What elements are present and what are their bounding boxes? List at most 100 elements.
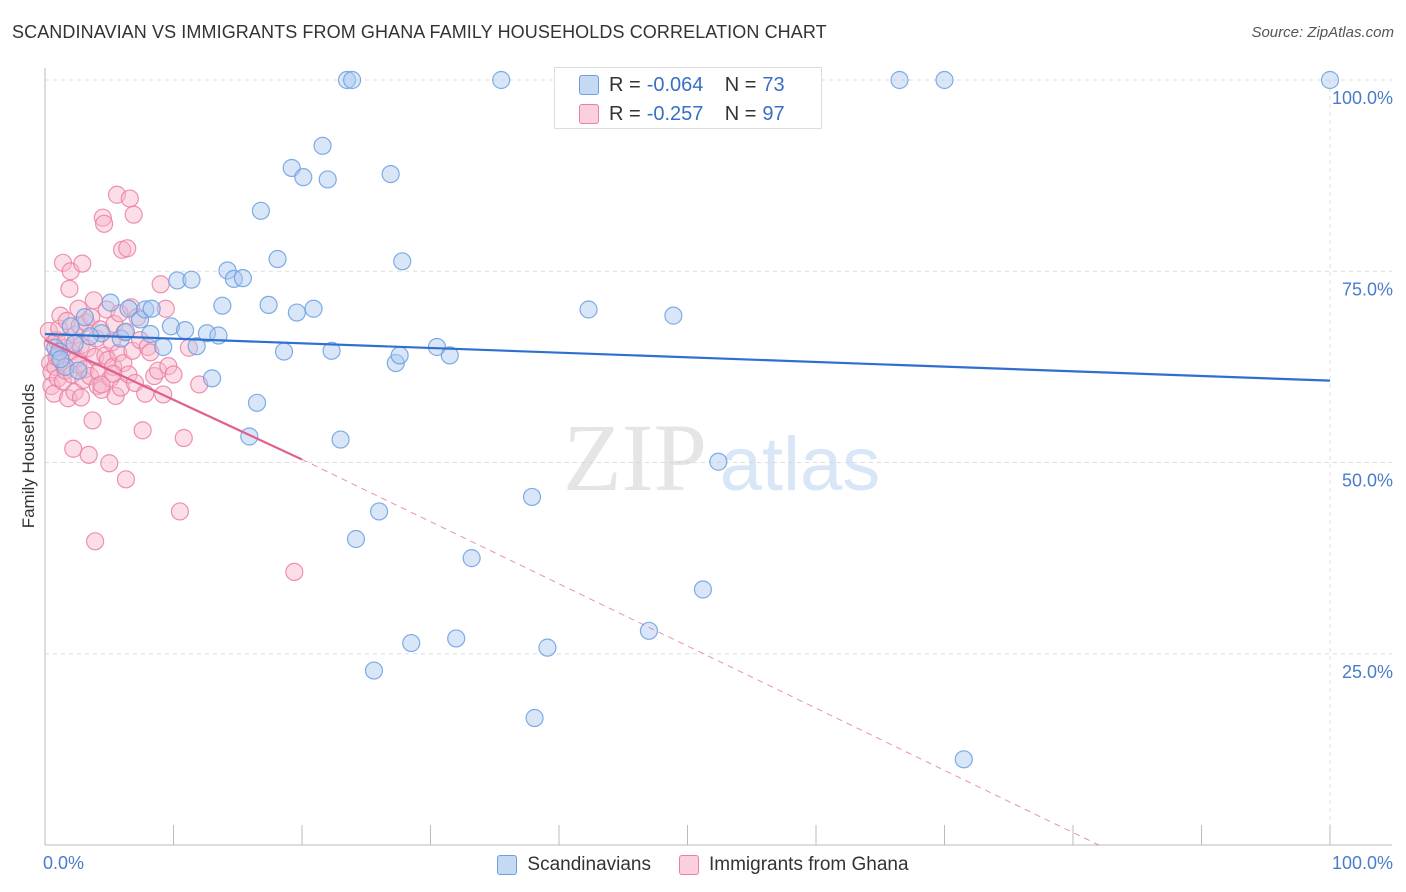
ghana-point bbox=[156, 299, 175, 318]
scandinavian-point bbox=[346, 529, 366, 549]
scandinavian-point bbox=[364, 661, 384, 680]
scandinavian-point bbox=[136, 300, 155, 319]
bottom-legend-swatch-blue bbox=[497, 855, 518, 875]
scandinavian-point bbox=[101, 293, 120, 312]
ghana-point bbox=[71, 388, 91, 407]
scandinavian-point bbox=[304, 299, 323, 318]
scandinavian-point bbox=[492, 70, 511, 90]
scandinavian-point bbox=[393, 252, 412, 271]
legend-swatch-pink bbox=[579, 104, 599, 124]
legend-swatch-blue bbox=[579, 75, 599, 95]
bottom-legend-label: Scandinavians bbox=[527, 854, 651, 875]
ghana-point bbox=[83, 411, 102, 430]
scandinavian-point bbox=[313, 136, 332, 155]
scandinavian-point bbox=[343, 70, 362, 90]
scandinavian-point bbox=[331, 430, 350, 449]
scandinavian-point bbox=[664, 306, 683, 325]
ghana-point bbox=[124, 205, 143, 224]
legend-r-value: -0.064 bbox=[646, 73, 704, 96]
x-tick-label-min: 0.0% bbox=[43, 853, 84, 873]
trend-lines bbox=[44, 332, 1331, 846]
ghana-point bbox=[86, 532, 105, 551]
ghana-point bbox=[120, 189, 139, 208]
scandinavian-point bbox=[142, 299, 161, 318]
bottom-legend-scandinavians: Scandinavians bbox=[497, 854, 651, 876]
ghana-point bbox=[100, 454, 119, 473]
bottom-legend: Scandinavians Immigrants from Ghana bbox=[0, 851, 1406, 879]
legend-n-label: N = bbox=[724, 102, 757, 125]
scandinavian-point bbox=[440, 346, 459, 365]
scandinavian-point bbox=[130, 310, 150, 329]
legend-n-value: 73 bbox=[762, 73, 785, 96]
y-tick-label: 50.0% bbox=[1342, 471, 1393, 491]
scandinavian-point bbox=[579, 300, 598, 319]
scandinavian-point bbox=[187, 337, 206, 356]
y-tick-label: 100.0% bbox=[1332, 88, 1393, 108]
source-label: Source: ZipAtlas.com bbox=[1251, 24, 1394, 41]
y-tick-label: 25.0% bbox=[1342, 662, 1393, 682]
y-tick-label: 75.0% bbox=[1342, 279, 1393, 299]
scandinavian-point bbox=[75, 308, 94, 327]
bottom-legend-swatch-pink bbox=[679, 855, 699, 875]
ghana-point bbox=[148, 361, 168, 380]
ghana-point bbox=[130, 331, 150, 350]
ghana-point bbox=[95, 214, 114, 233]
scandinavian-point bbox=[402, 633, 421, 653]
scandinavian-point bbox=[318, 170, 337, 189]
ghana-point bbox=[92, 375, 111, 394]
ghana-point bbox=[53, 372, 73, 391]
legend-r-label: R = bbox=[609, 73, 641, 96]
tick-labels: 25.0% 50.0% 75.0% 100.0% 0.0% 100.0% bbox=[43, 88, 1393, 873]
scandinavian-point bbox=[462, 549, 481, 568]
axes bbox=[44, 68, 1392, 846]
scandinavian-point bbox=[154, 337, 173, 357]
scandinavian-point bbox=[294, 168, 313, 187]
scandinavian-point bbox=[639, 621, 659, 640]
scandinavian-point bbox=[92, 324, 111, 343]
scandinavian-point bbox=[709, 452, 728, 471]
ghana-point bbox=[151, 275, 170, 294]
scandinavian-point bbox=[233, 269, 252, 288]
scandinavian-point bbox=[175, 321, 195, 340]
scandinavian-point bbox=[522, 487, 542, 507]
watermark-atlas: atlas bbox=[720, 422, 881, 507]
legend-n-label: N = bbox=[724, 73, 757, 96]
scandinavian-trend-line bbox=[44, 332, 1331, 382]
ghana-point bbox=[109, 344, 128, 363]
scandinavian-point bbox=[259, 295, 278, 315]
ghana-point bbox=[164, 365, 183, 384]
scandinavian-point bbox=[268, 249, 287, 269]
bottom-legend-ghana: Immigrants from Ghana bbox=[679, 854, 909, 876]
scandinavian-point bbox=[251, 201, 270, 220]
scandinavian-point bbox=[538, 638, 557, 657]
scandinavian-point bbox=[240, 427, 259, 446]
ghana-point bbox=[174, 428, 193, 448]
scandinavian-point bbox=[287, 303, 306, 322]
scandinavian-point bbox=[447, 629, 466, 648]
ghana-point bbox=[60, 279, 79, 298]
ghana-point bbox=[93, 208, 112, 227]
ghana-point bbox=[285, 562, 304, 581]
scandinavian-point bbox=[370, 502, 389, 521]
scandinavian-point bbox=[390, 346, 409, 365]
scandinavian-point bbox=[337, 70, 357, 90]
scandinavian-point bbox=[69, 361, 88, 380]
grid-lines bbox=[45, 79, 1392, 845]
watermark-zip: ZIP bbox=[563, 404, 707, 511]
legend-r-label: R = bbox=[609, 102, 641, 125]
scandinavian-point bbox=[381, 164, 400, 184]
ghana-trend-extension bbox=[301, 458, 1099, 846]
legend-box: R = -0.064 N = 73 R = -0.257 N = 97 bbox=[554, 67, 822, 129]
ghana-point bbox=[116, 470, 136, 489]
y-axis-label: Family Households bbox=[19, 384, 38, 529]
scandinavian-point bbox=[168, 271, 187, 290]
ghana-point bbox=[64, 439, 83, 458]
scandinavian-point bbox=[1320, 70, 1340, 90]
ghana-point bbox=[133, 421, 152, 440]
scandinavian-points bbox=[46, 70, 1340, 769]
ghana-point bbox=[44, 384, 64, 403]
scandinavian-point bbox=[525, 708, 544, 728]
ghana-point bbox=[118, 239, 137, 258]
ghana-point bbox=[73, 254, 92, 273]
